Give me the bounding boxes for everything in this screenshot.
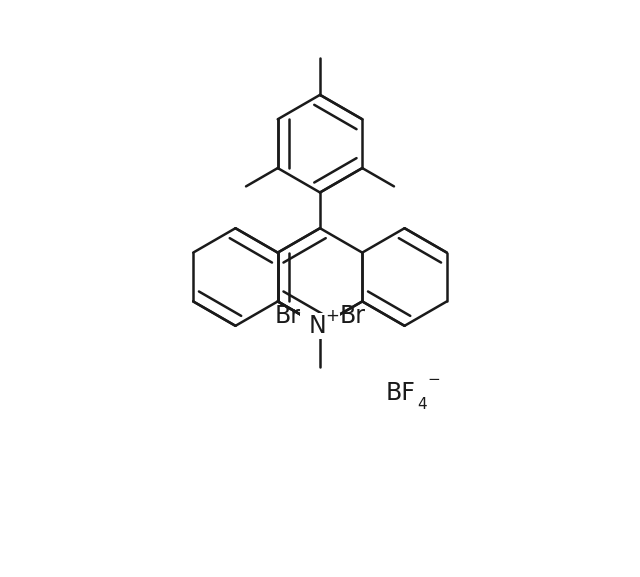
Text: 4: 4 [418,397,428,412]
Bar [300,313,340,339]
Text: Br: Br [340,304,366,328]
Text: Br: Br [274,304,300,328]
Text: +: + [326,307,340,325]
Text: BF: BF [386,381,416,405]
Text: −: − [428,372,440,387]
Text: N: N [308,314,326,338]
Bar [300,313,306,319]
Bar [334,313,340,319]
